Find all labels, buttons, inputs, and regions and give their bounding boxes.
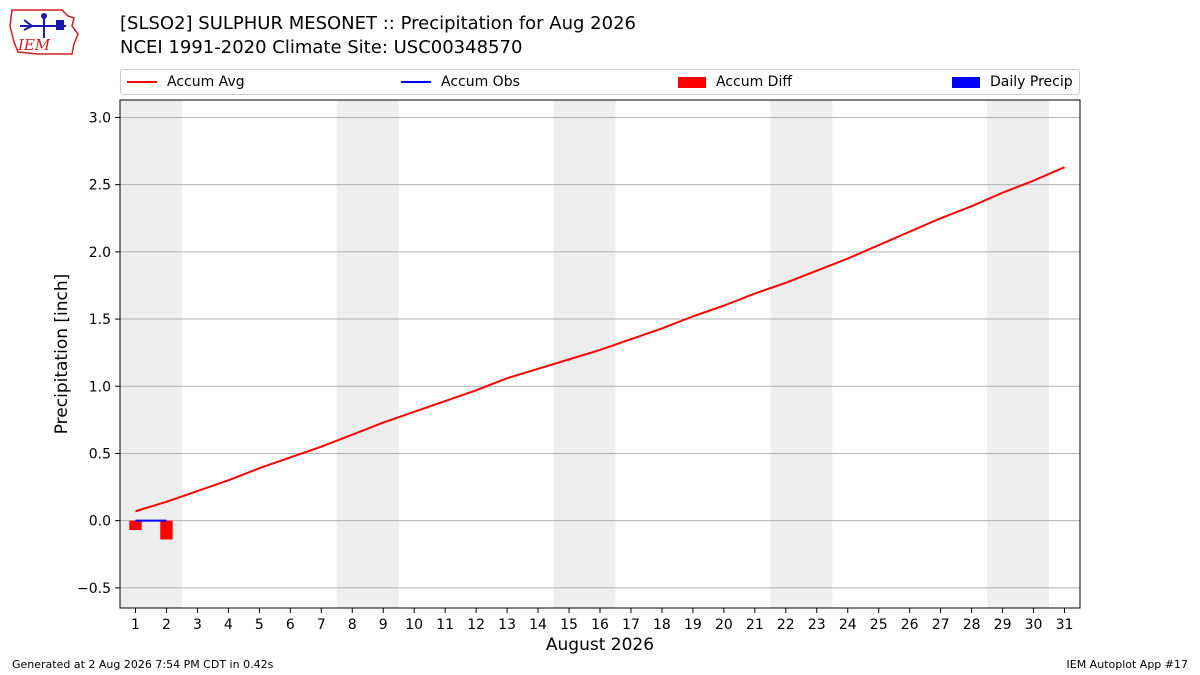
x-tick-label: 19 [684, 617, 702, 633]
legend-label-daily-precip: Daily Precip [990, 74, 1073, 90]
weekend-band-4 [770, 100, 833, 608]
legend-label-accum-obs: Accum Obs [441, 74, 520, 90]
iem-logo: IEM [8, 6, 80, 58]
y-tick-label: 2.0 [89, 245, 111, 261]
x-tick-label: 13 [498, 617, 516, 633]
x-tick-label: 11 [436, 617, 454, 633]
y-tick-label: 1.0 [89, 379, 111, 395]
x-tick-label: 22 [777, 617, 795, 633]
x-tick-label: 4 [224, 617, 233, 633]
x-tick-label: 1 [131, 617, 140, 633]
x-tick-label: 23 [808, 617, 826, 633]
legend-swatch-accum-diff [678, 76, 706, 88]
legend-item-accum-diff: Accum Diff [678, 70, 792, 94]
x-tick-label: 26 [901, 617, 919, 633]
chart-title: [SLSO2] SULPHUR MESONET :: Precipitation… [120, 12, 636, 60]
x-tick-label: 28 [963, 617, 981, 633]
legend-swatch-accum-obs [401, 81, 431, 83]
accum-diff-bar [160, 520, 173, 540]
x-tick-label: 27 [932, 617, 950, 633]
x-tick-label: 25 [870, 617, 888, 633]
legend-label-accum-diff: Accum Diff [716, 74, 793, 90]
x-tick-label: 6 [286, 617, 295, 633]
x-tick-label: 18 [653, 617, 671, 633]
x-tick-label: 24 [839, 617, 857, 633]
y-tick-label: 1.5 [89, 312, 111, 328]
x-tick-label: 17 [622, 617, 640, 633]
x-tick-label: 9 [379, 617, 388, 633]
legend-swatch-daily-precip [952, 76, 980, 88]
legend-label-accum-avg: Accum Avg [167, 74, 245, 90]
x-tick-label: 5 [255, 617, 264, 633]
y-tick-label: 2.5 [89, 178, 111, 194]
x-tick-label: 29 [994, 617, 1012, 633]
y-tick-label: 0.5 [89, 446, 111, 462]
accum-diff-bar [129, 520, 142, 531]
chart-legend: Accum Avg Accum Obs Accum Diff Daily Pre… [120, 69, 1080, 95]
legend-item-accum-avg: Accum Avg [127, 70, 245, 94]
weekend-band-5 [987, 100, 1050, 608]
y-axis-label: Precipitation [inch] [52, 274, 72, 435]
x-tick-label: 16 [591, 617, 609, 633]
title-line-2: NCEI 1991-2020 Climate Site: USC00348570 [120, 37, 523, 58]
x-tick-label: 14 [529, 617, 547, 633]
x-tick-label: 20 [715, 617, 733, 633]
x-tick-label: 21 [746, 617, 764, 633]
plot-frame [119, 99, 1081, 609]
legend-item-accum-obs: Accum Obs [401, 70, 520, 94]
title-line-1: [SLSO2] SULPHUR MESONET :: Precipitation… [120, 13, 636, 34]
x-tick-label: 3 [193, 617, 202, 633]
footer-app-id: IEM Autoplot App #17 [1066, 658, 1189, 671]
x-tick-label: 10 [405, 617, 423, 633]
legend-item-daily-precip: Daily Precip [952, 70, 1073, 94]
x-tick-label: 31 [1056, 617, 1074, 633]
x-tick-label: 7 [317, 617, 326, 633]
x-axis-label: August 2026 [546, 635, 654, 655]
logo-text: IEM [17, 36, 51, 54]
footer-generated: Generated at 2 Aug 2026 7:54 PM CDT in 0… [12, 658, 274, 671]
legend-swatch-accum-avg [127, 81, 157, 83]
x-tick-label: 30 [1025, 617, 1043, 633]
y-tick-label: 3.0 [89, 110, 111, 126]
x-tick-label: 12 [467, 617, 485, 633]
x-tick-label: 2 [162, 617, 171, 633]
y-tick-label: −0.5 [77, 581, 111, 597]
x-tick-label: 8 [348, 617, 357, 633]
y-tick-label: 0.0 [89, 514, 111, 530]
accum-avg-line [135, 166, 1065, 513]
weekend-band-2 [336, 100, 399, 608]
x-tick-label: 15 [560, 617, 578, 633]
